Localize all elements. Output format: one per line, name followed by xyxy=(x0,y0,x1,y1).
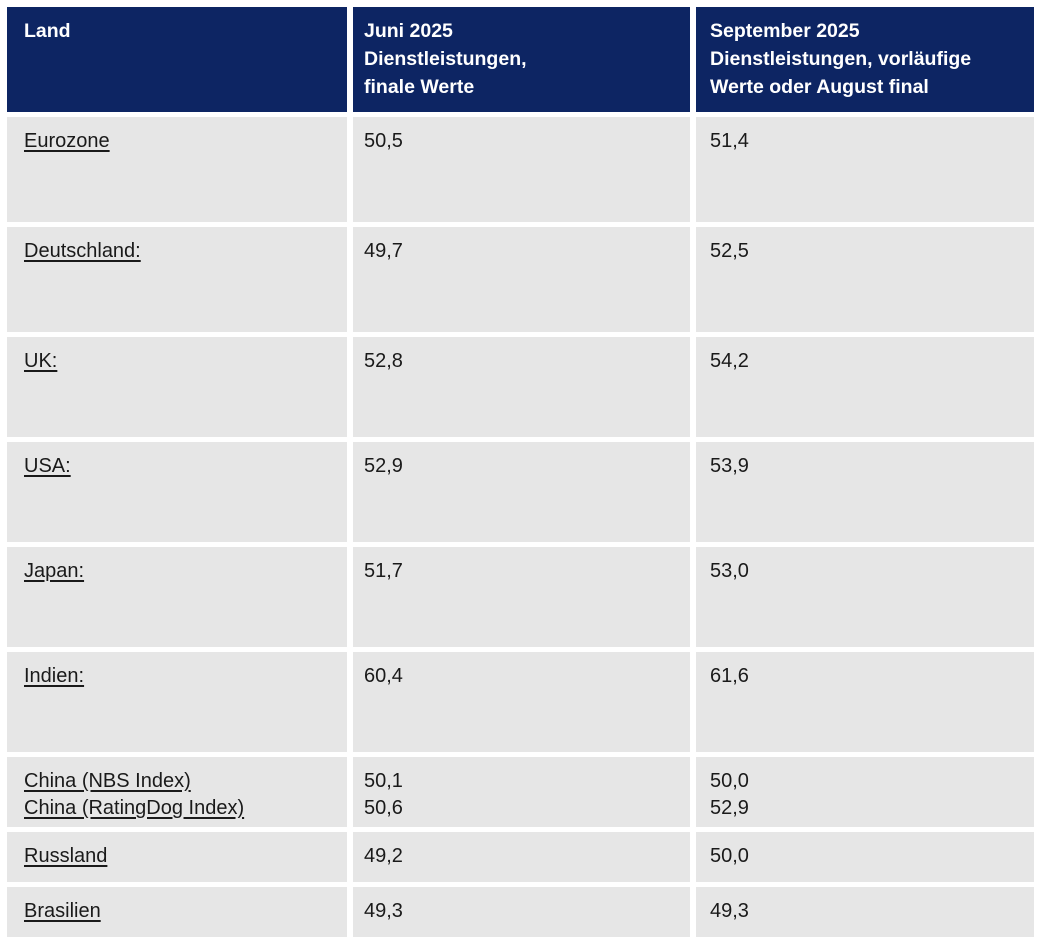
row-indien-september-value: 61,6 xyxy=(696,652,1034,752)
header-cell-land: Land xyxy=(7,7,347,112)
row-indien-land: Indien: xyxy=(7,652,347,752)
row-china-land: China (NBS Index) China (RatingDog Index… xyxy=(7,757,347,827)
row-china-juni-value: 50,1 50,6 xyxy=(353,757,690,827)
country-link-eurozone[interactable]: Eurozone xyxy=(24,130,110,152)
row-japan-september-value: 53,0 xyxy=(696,547,1034,647)
row-japan-juni-value: 51,7 xyxy=(353,547,690,647)
row-russland-september-value: 50,0 xyxy=(696,832,1034,882)
services-pmi-table: Land Juni 2025 Dienstleistungen, finale … xyxy=(7,7,1034,937)
row-eurozone-juni-value: 50,5 xyxy=(353,117,690,222)
country-link-russland[interactable]: Russland xyxy=(24,845,108,867)
row-russland-juni-value: 49,2 xyxy=(353,832,690,882)
row-uk-september-value: 54,2 xyxy=(696,337,1034,437)
row-uk-land: UK: xyxy=(7,337,347,437)
header-cell-september-2025: September 2025 Dienstleistungen, vorläuf… xyxy=(696,7,1034,112)
header-cell-juni-2025: Juni 2025 Dienstleistungen, finale Werte xyxy=(353,7,690,112)
row-russland-land: Russland xyxy=(7,832,347,882)
country-link-indien[interactable]: Indien: xyxy=(24,665,85,687)
row-brasilien-juni-value: 49,3 xyxy=(353,887,690,937)
row-eurozone-land: Eurozone xyxy=(7,117,347,222)
row-indien-juni-value: 60,4 xyxy=(353,652,690,752)
row-usa-september-value: 53,9 xyxy=(696,442,1034,542)
country-link-brasilien[interactable]: Brasilien xyxy=(24,900,101,922)
row-china-september-value: 50,0 52,9 xyxy=(696,757,1034,827)
row-japan-land: Japan: xyxy=(7,547,347,647)
row-brasilien-september-value: 49,3 xyxy=(696,887,1034,937)
row-eurozone-september-value: 51,4 xyxy=(696,117,1034,222)
row-usa-juni-value: 52,9 xyxy=(353,442,690,542)
country-link-deutschland[interactable]: Deutschland: xyxy=(24,240,141,262)
row-brasilien-land: Brasilien xyxy=(7,887,347,937)
country-link-usa[interactable]: USA: xyxy=(24,455,71,477)
country-link-china[interactable]: China (NBS Index) China (RatingDog Index… xyxy=(24,770,245,819)
country-link-japan[interactable]: Japan: xyxy=(24,560,85,582)
country-link-uk[interactable]: UK: xyxy=(24,350,58,372)
row-deutschland-september-value: 52,5 xyxy=(696,227,1034,332)
row-uk-juni-value: 52,8 xyxy=(353,337,690,437)
row-usa-land: USA: xyxy=(7,442,347,542)
row-deutschland-land: Deutschland: xyxy=(7,227,347,332)
row-deutschland-juni-value: 49,7 xyxy=(353,227,690,332)
